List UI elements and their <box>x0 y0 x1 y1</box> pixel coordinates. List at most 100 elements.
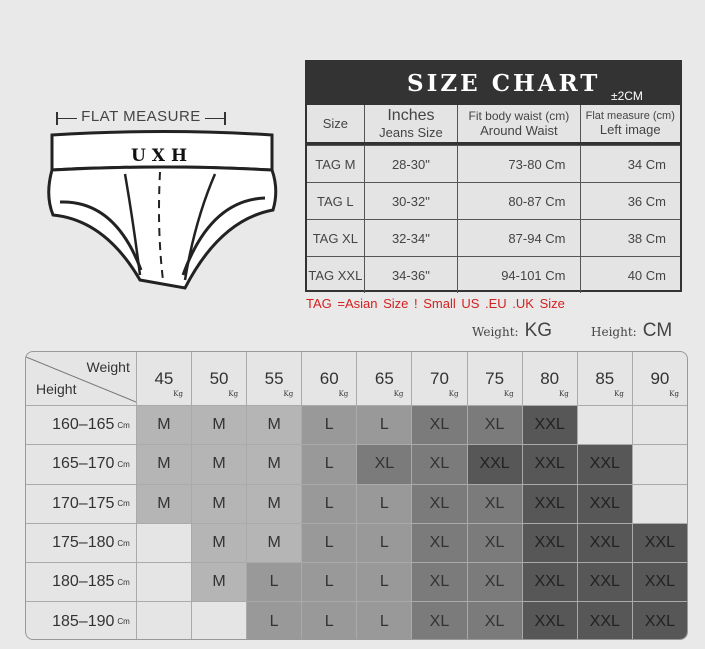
size-chart-header: SIZE CHART ±2CM <box>307 62 680 105</box>
size-chart-header-row: Size Inches Jeans Size Fit body waist (cm… <box>307 105 680 145</box>
grid-row: 165–170 Cm M M M L XL XL XXL XXL XXL <box>26 444 687 484</box>
height-value: 165–170 <box>52 455 115 473</box>
height-value: 185–190 <box>52 612 115 630</box>
size-cell: XL <box>466 563 522 602</box>
size-cell: M <box>190 406 247 445</box>
height-header: 180–185 Cm <box>26 563 136 601</box>
size-cell: M <box>135 484 191 523</box>
size-row: TAG XL 32-34" 87-94 Cm 38 Cm <box>307 219 680 256</box>
size-cell: 28-30" <box>365 146 459 182</box>
cm-unit: Cm <box>117 577 130 587</box>
height-header: 165–170 Cm <box>26 445 136 483</box>
size-cell: L <box>356 602 412 639</box>
header-flat-measure: Flat measure (cm) <box>585 110 675 122</box>
size-cell: M <box>190 445 247 484</box>
size-cell: L <box>356 563 412 602</box>
size-cell: M <box>246 484 302 523</box>
size-cell: TAG L <box>307 183 365 219</box>
size-cell: XXL <box>576 445 632 484</box>
weight-header: 80 Kg <box>521 352 577 405</box>
size-cell: XXL <box>466 445 522 484</box>
cm-unit: Cm <box>117 420 130 430</box>
size-cell: 80-87 Cm <box>458 183 581 219</box>
height-header: 170–175 Cm <box>26 485 136 523</box>
size-cell: XL <box>411 406 467 445</box>
size-cell <box>135 602 191 639</box>
height-header: 185–190 Cm <box>26 602 136 639</box>
kg-unit: Kg <box>614 390 624 398</box>
size-cell: 36 Cm <box>627 193 666 209</box>
weight-value: 65 <box>374 368 394 388</box>
size-cell: 94-101 Cm <box>458 257 581 293</box>
briefs-illustration: UXH <box>47 130 278 290</box>
kg-unit: Kg <box>448 390 459 398</box>
size-cell: XL <box>466 484 522 523</box>
size-cell: XL <box>411 523 467 563</box>
size-cell: L <box>301 523 357 563</box>
size-cell: L <box>246 602 302 639</box>
size-cell: 34 Cm <box>627 156 666 172</box>
size-cell: XL <box>356 445 412 484</box>
size-cell: XL <box>466 602 522 639</box>
size-cell: XL <box>411 563 467 602</box>
weight-value: 55 <box>264 368 284 388</box>
size-row: TAG L 30-32" 80-87 Cm 36 Cm <box>307 182 680 219</box>
size-cell <box>190 602 247 639</box>
kg-unit: Kg <box>669 390 679 398</box>
tolerance: ±2CM <box>611 89 643 103</box>
weight-unit-label: Weight: <box>472 325 519 339</box>
size-cell <box>631 445 687 484</box>
size-cell: 32-34" <box>365 220 459 256</box>
kg-unit: Kg <box>283 390 294 398</box>
size-cell: L <box>301 406 357 445</box>
weight-header: 55 Kg <box>246 352 301 405</box>
flat-measure-label: FLAT MEASURE <box>56 108 226 125</box>
size-note: TAG =Asian Size ! Small US .EU .UK Size <box>306 296 565 311</box>
height-value: 170–175 <box>52 494 115 512</box>
size-cell: 30-32" <box>365 183 459 219</box>
brand-logo: UXH <box>131 146 193 166</box>
weight-value: 50 <box>209 368 229 388</box>
size-cell: L <box>356 484 412 523</box>
cm-unit: Cm <box>117 459 130 469</box>
weight-value: 70 <box>430 368 449 388</box>
grid-row: 175–180 Cm M M L L XL XL XXL XXL XXL <box>26 522 687 563</box>
size-cell: 73-80 Cm <box>458 146 581 182</box>
size-cell: L <box>301 445 357 484</box>
size-cell: TAG XL <box>307 220 365 256</box>
size-cell: XL <box>466 523 522 563</box>
weight-value: 80 <box>540 368 560 388</box>
height-value: 175–180 <box>52 534 115 552</box>
kg-unit: Kg <box>393 390 404 398</box>
weight-header: 90 Kg <box>631 352 687 405</box>
corner-height-label: Height <box>36 381 77 397</box>
size-cell: M <box>246 406 302 445</box>
height-weight-grid: Weight Height 45 Kg 50 Kg 55 Kg 60 Kg 65 Kg 70 Kg 75… <box>25 351 688 640</box>
size-cell: 34-36" <box>365 257 459 293</box>
size-cell: L <box>301 602 357 639</box>
size-cell: M <box>246 523 302 563</box>
corner-weight-label: Weight <box>86 359 130 375</box>
size-cell: XL <box>466 406 522 445</box>
size-cell <box>631 406 687 445</box>
size-cell: 40 Cm <box>627 267 666 283</box>
weight-header: 60 Kg <box>301 352 356 405</box>
weight-header: 50 Kg <box>190 352 246 405</box>
size-row: TAG M 28-30" 73-80 Cm 34 Cm <box>307 145 680 182</box>
header-size: Size <box>322 116 348 131</box>
grid-row: 185–190 Cm L L L XL XL XXL XXL XXL <box>26 601 687 639</box>
size-cell <box>631 484 687 523</box>
size-cell: L <box>246 563 302 602</box>
size-cell: L <box>356 523 412 563</box>
height-unit-value: CM <box>642 320 673 341</box>
size-cell: XL <box>411 445 467 484</box>
weight-unit: Weight: KG <box>472 320 552 342</box>
weight-header: 70 Kg <box>411 352 466 405</box>
size-cell: L <box>356 406 412 445</box>
size-chart-table: SIZE CHART ±2CM Size Inches Jeans Size Fi… <box>305 60 682 293</box>
size-cell: XXL <box>521 406 577 445</box>
size-cell: XXL <box>631 523 687 563</box>
size-cell: XXL <box>521 484 577 523</box>
header-jeans-size: Jeans Size <box>379 125 443 140</box>
size-cell: 38 Cm <box>627 230 666 246</box>
